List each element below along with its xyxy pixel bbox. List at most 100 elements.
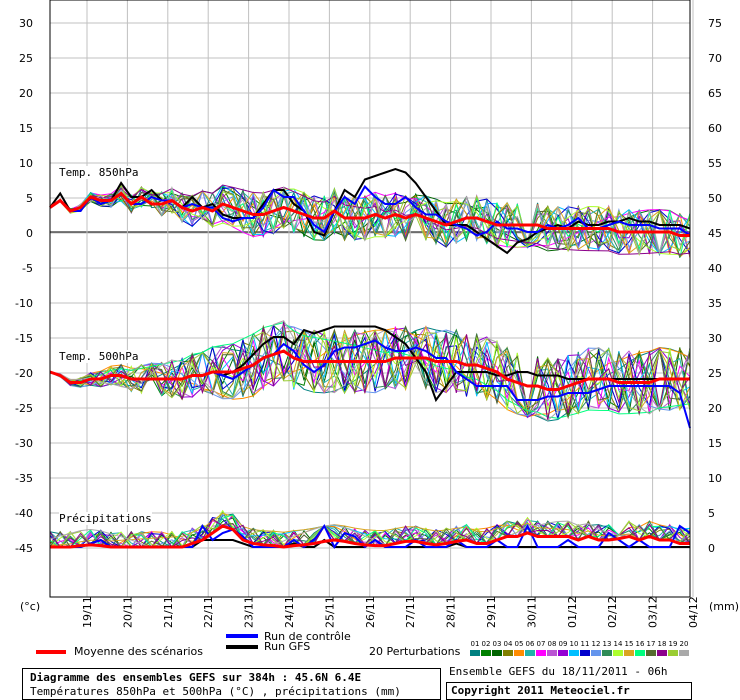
- right-tick-label: 40: [708, 262, 722, 275]
- perturbation-swatch: [668, 650, 678, 656]
- left-tick-label: -15: [15, 332, 33, 345]
- right-tick-label: 20: [708, 402, 722, 415]
- date-label: 24/11: [283, 596, 296, 628]
- perturbation-swatch: [679, 650, 689, 656]
- perturbation-swatch: [646, 650, 656, 656]
- perturbation-swatch: [624, 650, 634, 656]
- left-tick-label: 25: [19, 52, 33, 65]
- right-tick-label: 10: [708, 472, 722, 485]
- chart-subtitle: Températures 850hPa et 500hPa (°C) , pré…: [30, 685, 401, 698]
- perturbation-swatch: [481, 650, 491, 656]
- perturbation-number: 10: [569, 640, 579, 648]
- perturbation-swatch: [580, 650, 590, 656]
- perturbation-number: 08: [547, 640, 557, 648]
- right-tick-label: 70: [708, 52, 722, 65]
- perturbation-number: 06: [525, 640, 535, 648]
- perturbation-number: 15: [624, 640, 634, 648]
- perturbation-number: 16: [635, 640, 645, 648]
- perturbation-number: 01: [470, 640, 480, 648]
- perturbation-swatch: [558, 650, 568, 656]
- date-label: 25/11: [323, 596, 336, 628]
- right-tick-label: 30: [708, 332, 722, 345]
- date-label: 03/12: [647, 596, 660, 628]
- legend-perturbations: 20 Perturbations: [369, 645, 461, 658]
- date-label: 30/11: [525, 596, 538, 628]
- perturbation-number: 17: [646, 640, 656, 648]
- perturbation-swatch: [503, 650, 513, 656]
- perturbation-swatch: [525, 650, 535, 656]
- mean-line-precip: [50, 524, 690, 549]
- perturbation-swatch: [635, 650, 645, 656]
- date-label: 04/12: [687, 596, 700, 628]
- date-label: 26/11: [364, 596, 377, 628]
- right-tick-label: 0: [708, 542, 715, 555]
- perturbation-line-t500: [49, 325, 691, 416]
- copyright-box: Copyright 2011 Meteociel.fr: [446, 682, 692, 700]
- perturbation-number: 12: [591, 640, 601, 648]
- date-label: 29/11: [485, 596, 498, 628]
- right-tick-label: 5: [708, 507, 715, 520]
- perturbation-line-t500: [49, 324, 691, 419]
- right-tick-label: 50: [708, 192, 722, 205]
- perturbation-line-t500: [49, 327, 691, 418]
- perturbation-number: 05: [514, 640, 524, 648]
- perturbation-number: 14: [613, 640, 623, 648]
- perturbation-swatch: [470, 650, 480, 656]
- perturbation-number: 07: [536, 640, 546, 648]
- left-tick-label: -35: [15, 472, 33, 485]
- right-tick-label: 25: [708, 367, 722, 380]
- date-label: 19/11: [81, 596, 94, 628]
- perturbation-swatch: [514, 650, 524, 656]
- perturbation-number: 03: [492, 640, 502, 648]
- perturbation-line-t850: [49, 189, 691, 259]
- right-tick-label: 35: [708, 297, 722, 310]
- right-tick-label: 45: [708, 227, 722, 240]
- perturbation-number: 20: [679, 640, 689, 648]
- date-label: 01/12: [566, 596, 579, 628]
- perturbation-line-t850: [49, 187, 691, 256]
- legend-swatch-control: [226, 634, 258, 638]
- perturbation-swatch: [591, 650, 601, 656]
- main-series-lines: [49, 167, 691, 549]
- title-box: Diagramme des ensembles GEFS sur 384h : …: [22, 668, 441, 700]
- perturbation-line-t850: [49, 184, 691, 256]
- left-tick-label: -40: [15, 507, 33, 520]
- left-tick-label: 15: [19, 122, 33, 135]
- perturbation-number: 04: [503, 640, 513, 648]
- left-unit: (°c): [20, 600, 41, 613]
- legend-swatch-mean: [36, 650, 66, 654]
- date-label: 27/11: [404, 596, 417, 628]
- legend-control: Run de contrôle: [264, 630, 351, 643]
- right-unit: (mm): [709, 600, 740, 613]
- panel-label-t500: Temp. 500hPa: [59, 350, 139, 363]
- left-tick-label: -45: [15, 542, 33, 555]
- control-line-t850: [49, 184, 691, 237]
- left-tick-label: -20: [15, 367, 33, 380]
- legend-mean: Moyenne des scénarios: [74, 645, 203, 658]
- perturbation-swatch: [602, 650, 612, 656]
- left-tick-label: 5: [26, 192, 33, 205]
- panel-label-t850: Temp. 850hPa: [59, 166, 139, 179]
- perturbation-swatch: [536, 650, 546, 656]
- mean-line-t500: [49, 349, 690, 391]
- date-label: 22/11: [202, 596, 215, 628]
- left-tick-label: -5: [22, 262, 33, 275]
- perturbation-number: 18: [657, 640, 667, 648]
- copyright: Copyright 2011 Meteociel.fr: [451, 684, 630, 697]
- left-tick-label: -10: [15, 297, 33, 310]
- date-label: 20/11: [121, 596, 134, 628]
- grid: [50, 0, 694, 597]
- right-tick-label: 15: [708, 437, 722, 450]
- right-tick-label: 60: [708, 122, 722, 135]
- left-tick-label: 10: [19, 157, 33, 170]
- date-label: 23/11: [243, 596, 256, 628]
- legend-swatch-gfs: [226, 645, 258, 649]
- perturbation-line-t500: [49, 325, 691, 414]
- right-tick-label: 55: [708, 157, 722, 170]
- perturbation-line-t500: [49, 324, 691, 417]
- left-tick-label: -25: [15, 402, 33, 415]
- perturbation-swatch: [547, 650, 557, 656]
- date-label: 28/11: [445, 596, 458, 628]
- perturbation-swatch: [657, 650, 667, 656]
